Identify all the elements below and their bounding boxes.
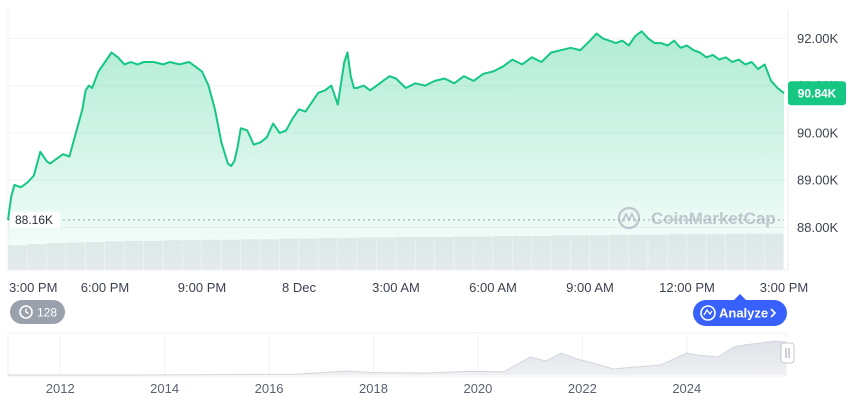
x-tick-label: 8 Dec: [282, 280, 316, 295]
chevron-right-icon: [770, 308, 777, 318]
navigator-year-label: 2020: [463, 381, 492, 396]
y-tick-label: 89.00K: [797, 173, 839, 188]
history-icon: [19, 305, 33, 319]
low-price-label: 88.16K: [15, 213, 53, 227]
ai-analyze-icon-mark: [703, 308, 713, 316]
price-series-line: [7, 30, 785, 221]
navigator-year-label: 2018: [359, 381, 388, 396]
navigator-year-label: 2012: [46, 381, 75, 396]
analyze-label: Analyze: [719, 306, 768, 321]
range-navigator[interactable]: 2012 2014 2016 2018 2020 2022 2024: [7, 332, 795, 396]
y-tick-label: 88.00K: [797, 220, 839, 235]
y-tick-label: 90.00K: [797, 125, 839, 140]
analyze-pointer: [734, 294, 746, 300]
x-tick-label: 3:00 PM: [9, 280, 57, 295]
ai-analyze-icon: [700, 305, 716, 321]
navigator-year-labels: 2012 2014 2016 2018 2020 2022 2024: [46, 381, 701, 396]
navigator-year-label: 2014: [150, 381, 179, 396]
history-count: 128: [37, 306, 57, 320]
navigator-history-line: [8, 340, 787, 376]
navigator-year-label: 2022: [568, 381, 597, 396]
analyze-button[interactable]: Analyze: [693, 294, 787, 326]
navigator-history-area: [8, 340, 787, 376]
x-tick-label: 12:00 PM: [659, 280, 715, 295]
current-price-tag: 90.84K: [788, 81, 846, 106]
x-axis-ticks: 3:00 PM 6:00 PM 9:00 PM 8 Dec 3:00 AM 6:00 AM…: [9, 280, 808, 295]
x-tick-label: 3:00 AM: [372, 280, 420, 295]
watermark-text: CoinMarketCap: [651, 209, 776, 228]
x-tick-label: 9:00 AM: [566, 280, 614, 295]
low-price-reference: 88.16K: [8, 211, 784, 228]
y-tick-label: 92.00K: [797, 31, 839, 46]
history-icon-hands: [25, 308, 29, 315]
x-tick-label: 6:00 PM: [81, 280, 129, 295]
current-price-label: 90.84K: [798, 87, 837, 101]
navigator-year-label: 2016: [255, 381, 284, 396]
price-area: [8, 31, 784, 270]
price-area-fill: [8, 31, 784, 270]
current-price-tag-bg: [788, 81, 846, 106]
navigator-area-fill: [8, 341, 786, 375]
low-price-label-bg: [10, 211, 60, 228]
x-tick-label: 9:00 PM: [178, 280, 226, 295]
x-tick-label: 6:00 AM: [469, 280, 517, 295]
price-line: [7, 30, 785, 221]
navigator-year-label: 2024: [672, 381, 701, 396]
navigator-handle[interactable]: [780, 342, 795, 364]
x-tick-label: 3:00 PM: [760, 280, 808, 295]
history-button[interactable]: 128: [10, 300, 65, 324]
